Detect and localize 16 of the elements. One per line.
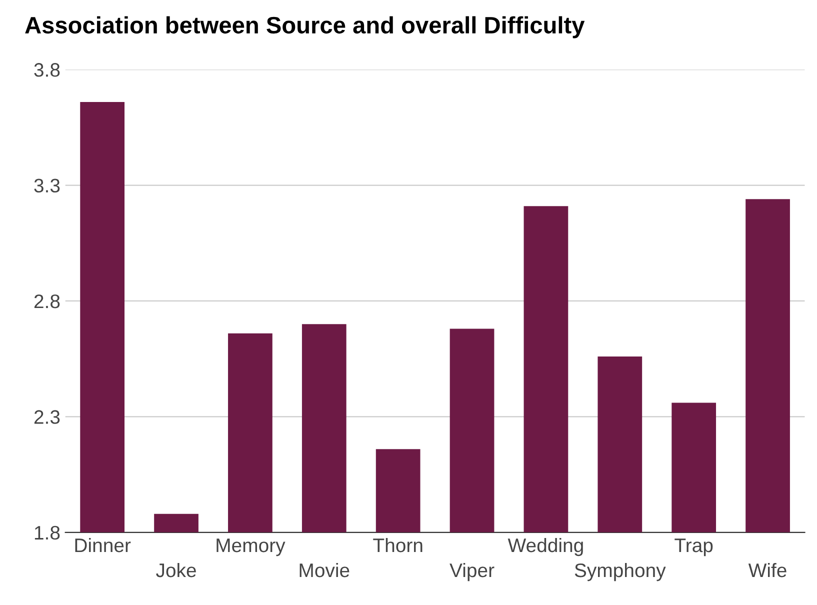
x-tick-label: Wife [748,562,786,578]
chart-title: Association between Source and overall Difficulty [25,16,585,38]
x-tick-label: Symphony [574,562,666,582]
y-tick-label: 3.3 [34,178,60,193]
x-tick-label: Trap [674,538,713,556]
x-tick-label: Viper [450,562,494,582]
y-tick-label: 2.8 [34,294,60,308]
y-tick-label: 2.3 [34,410,60,424]
x-tick-label: Memory [216,538,286,556]
x-tick-label: Thorn [373,538,422,552]
x-tick-label: Joke [156,562,196,578]
x-tick-label: Wedding [508,538,583,556]
x-tick-label: Movie [300,562,350,578]
y-tick-label: 1.8 [34,526,60,540]
x-tick-label: Dinner [75,538,131,552]
y-tick-label: 3.8 [34,63,60,77]
